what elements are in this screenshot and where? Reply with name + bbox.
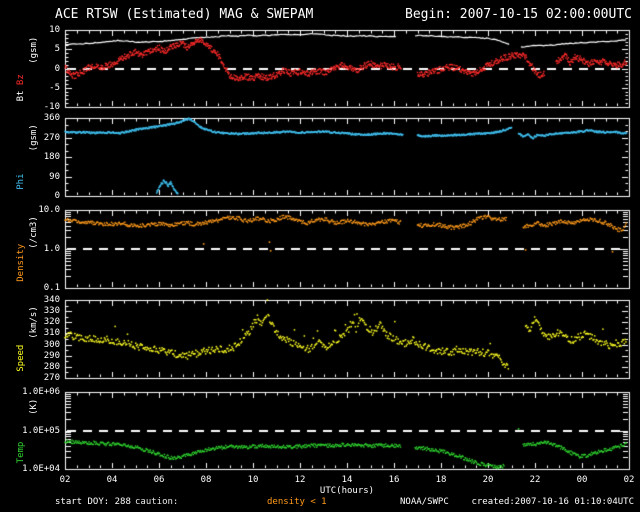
y-tick-label: 310 [43,328,60,339]
x-tick-label: 08 [200,475,212,485]
figure-begin-timestamp: Begin: 2007-10-15 02:00:00UTC [405,7,632,22]
y-tick-label: 280 [43,361,60,372]
y-tick-label: 360 [43,113,60,123]
y-tick-label: 270 [43,373,60,383]
y-axis-label-text: Speed (km/s) [15,300,41,378]
y-tick-label: 180 [43,152,60,162]
y-axis-label-part: Density [16,243,26,282]
y-axis-label-phi: Phi (gsm) [8,118,48,196]
y-axis-label-part: Speed [16,344,26,372]
y-axis-unit: (K) [29,398,39,415]
y-axis-unit: (km/s) [29,306,39,339]
x-tick-label: 00 [576,475,588,485]
footer-start-doy: start DOY: 288 [55,497,131,507]
footer-created-timestamp: created:2007-10-16 01:10:04UTC [471,497,634,507]
y-tick-label: 1.0E+04 [22,464,60,474]
y-tick-label: 340 [43,295,60,305]
y-tick-label: 1.0 [43,244,60,254]
y-axis-unit: (gsm) [29,36,39,64]
x-tick-label: 22 [529,475,541,485]
y-tick-label: 290 [43,350,60,361]
y-axis-label-text: Temp (K) [15,392,41,469]
y-axis-unit: (/cm3) [29,216,39,249]
x-axis-title: UTC(hours) [319,486,375,496]
y-tick-label: 10 [49,25,60,35]
footer-caution-label: caution: [135,497,179,507]
x-tick-label: 20 [482,475,494,485]
y-tick-label: 10.0 [38,205,60,215]
y-tick-label: 1.0E+06 [22,387,60,397]
y-tick-label: 330 [43,306,60,317]
footer-agency: NOAA/SWPC [400,497,449,507]
y-axis-label-part: Bt [16,84,26,101]
y-tick-label: 0.1 [43,283,60,293]
y-axis-unit: (gsm) [29,124,39,152]
y-tick-label: -10 [43,102,60,112]
x-tick-label: 04 [106,475,118,485]
y-axis-label-speed: Speed (km/s) [8,300,48,378]
figure-title: ACE RTSW (Estimated) MAG & SWEPAM [55,7,314,22]
x-tick-label: 02 [59,475,71,485]
y-tick-label: 270 [43,132,60,143]
x-tick-label: 02 [623,475,635,485]
y-axis-label-part: Temp [16,441,26,463]
y-axis-label-text: Bt Bz (gsm) [15,30,41,107]
x-tick-label: 14 [341,475,353,485]
footer-caution-value: density < 1 [267,497,327,507]
y-tick-label: 90 [49,171,60,182]
y-tick-label: 1.0E+05 [22,425,60,436]
x-tick-label: 06 [153,475,165,485]
x-tick-label: 18 [435,475,447,485]
x-tick-label: 16 [388,475,400,485]
y-tick-label: 0 [54,191,60,201]
y-tick-label: -5 [49,82,60,93]
x-tick-label: 10 [247,475,259,485]
y-axis-label-mag-bt-bz: Bt Bz (gsm) [8,30,48,107]
x-tick-label: 12 [294,475,306,485]
y-axis-label-part: Bz [16,73,26,85]
y-axis-label-part: Phi [16,173,26,190]
y-tick-label: 5 [54,44,60,55]
y-tick-label: 0 [54,63,60,74]
y-axis-label-density: Density (/cm3) [8,210,48,288]
y-tick-label: 300 [43,339,60,350]
y-axis-label-text: Phi (gsm) [15,118,41,196]
y-axis-label-text: Density (/cm3) [15,210,41,288]
y-axis-label-temp: Temp (K) [8,392,48,469]
y-tick-label: 320 [43,317,60,328]
